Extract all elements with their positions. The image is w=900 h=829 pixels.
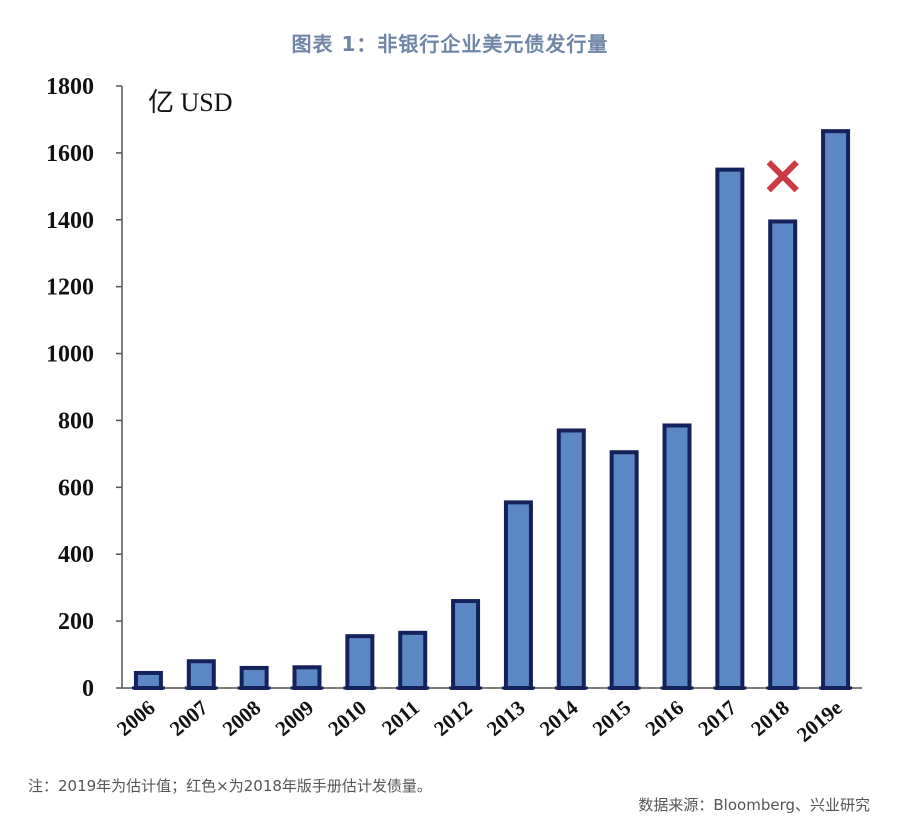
bar-2009 [292, 665, 322, 691]
x-tick-label: 2019e [792, 695, 847, 746]
x-tick-label: 2018 [746, 695, 794, 740]
y-axis: 0 200 400 600 800 1000 1200 1400 1600 1800 [46, 74, 123, 702]
x-tick-label: 2012 [429, 695, 477, 740]
bar-2017 [715, 167, 745, 691]
bar-2014 [556, 428, 586, 690]
bar-2016 [662, 423, 692, 690]
x-tick-label: 2009 [271, 695, 319, 740]
bar-2006 [133, 670, 163, 691]
x-tick-label: 2008 [218, 695, 266, 740]
x-tick-label: 2006 [112, 695, 160, 740]
bar-2010 [345, 634, 375, 691]
x-tick-label: 2015 [588, 695, 636, 740]
bar-2019e [821, 129, 851, 690]
x-tick-label: 2014 [535, 695, 583, 741]
x-tick-label: 2017 [693, 695, 741, 740]
y-tick-label: 800 [58, 408, 94, 434]
bar-2018 [768, 219, 798, 690]
chart-title: 图表 1：非银行企业美元债发行量 [291, 32, 609, 56]
y-tick-label: 1400 [46, 208, 94, 234]
bar-2015 [609, 450, 639, 691]
bar-2011 [398, 630, 428, 690]
x-tick-label: 2013 [482, 695, 530, 740]
y-tick-label: 400 [58, 542, 94, 568]
x-axis: 2006 2007 2008 2009 2010 2011 2012 2013 2014 2015… [112, 686, 862, 747]
footnote: 注：2019年为估计值；红色×为2018年版手册估计发债量。 [28, 777, 432, 795]
estimate-cross-marker [766, 160, 799, 193]
x-tick-label: 2010 [323, 695, 371, 740]
unit-label: 亿 USD [148, 88, 233, 117]
bar-2008 [239, 665, 269, 691]
source-note: 数据来源：Bloomberg、兴业研究 [638, 796, 870, 814]
x-tick-label: 2007 [165, 695, 213, 740]
bar-2007 [186, 659, 216, 691]
y-tick-label: 1800 [46, 74, 94, 100]
bars [133, 129, 851, 691]
y-tick-label: 1000 [46, 342, 94, 368]
bar-2012 [451, 599, 481, 690]
x-tick-label: 2011 [377, 695, 424, 740]
y-tick-label: 0 [82, 676, 94, 702]
annotation [766, 160, 799, 193]
y-tick-label: 1200 [46, 275, 94, 301]
x-tick-label: 2016 [641, 695, 689, 740]
y-tick-label: 200 [58, 609, 94, 635]
bar-2013 [503, 500, 533, 690]
y-tick-label: 1600 [46, 141, 94, 167]
y-tick-label: 600 [58, 475, 94, 501]
